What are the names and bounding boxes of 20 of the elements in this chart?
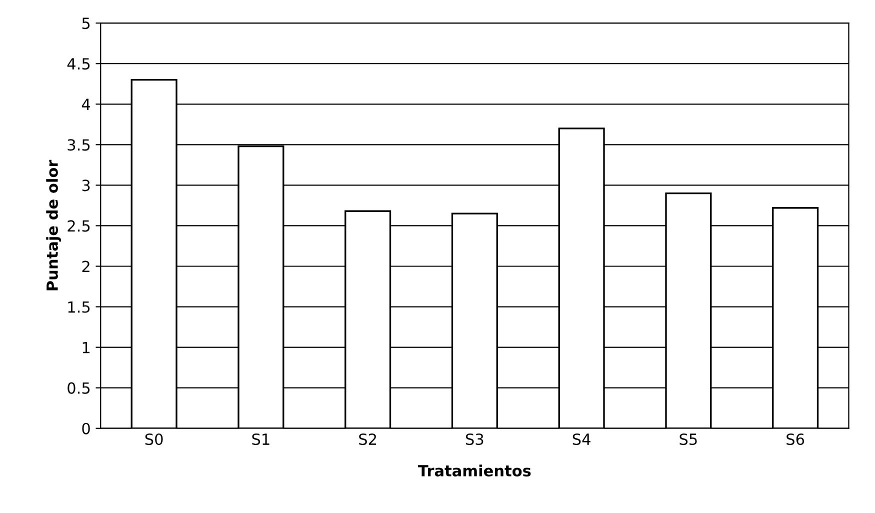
y-tick-label: 3: [82, 180, 90, 192]
x-tick-label: S3: [466, 433, 484, 446]
x-tick-label: S2: [359, 433, 376, 446]
y-tick-label: 1: [82, 342, 90, 354]
x-tick-label: S5: [680, 433, 697, 446]
y-tick-label: 1.5: [68, 301, 90, 313]
y-tick-label: 5: [82, 18, 90, 30]
y-tick-label: 0: [82, 422, 90, 434]
x-tick-label: S0: [145, 433, 163, 446]
x-tick-label: S4: [572, 433, 590, 446]
y-tick-label: 2: [82, 260, 90, 272]
x-tick-label: S1: [252, 433, 270, 446]
x-axis-title: Tratamientos: [418, 464, 531, 476]
y-tick-label: 0.5: [68, 382, 90, 394]
y-axis-title: Puntaje de olor: [46, 160, 62, 290]
y-tick-label: 4: [82, 98, 90, 110]
y-tick-label: 3.5: [68, 139, 90, 151]
x-tick-label: S6: [786, 433, 804, 446]
y-tick-label: 4.5: [67, 58, 90, 70]
y-tick-label: 2.5: [68, 220, 90, 232]
